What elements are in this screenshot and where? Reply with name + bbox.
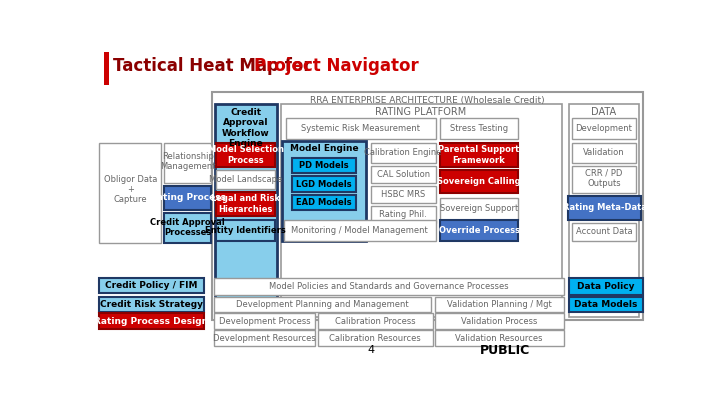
Bar — [318, 313, 433, 329]
Bar — [292, 158, 356, 173]
Bar — [99, 296, 204, 312]
Bar — [318, 330, 433, 346]
Text: PD Models: PD Models — [300, 161, 349, 170]
Text: Credit
Approval
Workflow
Engine: Credit Approval Workflow Engine — [222, 108, 270, 148]
Bar — [292, 177, 356, 192]
Text: DATA: DATA — [591, 107, 616, 117]
Bar — [214, 296, 431, 312]
Text: RATING PLATFORM: RATING PLATFORM — [375, 107, 467, 117]
Text: Account Data: Account Data — [575, 227, 632, 237]
Bar — [435, 330, 564, 346]
Text: Model Engine: Model Engine — [289, 144, 359, 153]
Bar — [572, 166, 636, 193]
Bar — [284, 220, 436, 241]
Text: PUBLIC: PUBLIC — [480, 344, 530, 357]
Text: Model Selection
Process: Model Selection Process — [208, 145, 284, 164]
Text: CRR / PD
Outputs: CRR / PD Outputs — [585, 168, 623, 188]
Bar — [435, 296, 564, 312]
Bar — [441, 170, 518, 193]
Bar — [572, 223, 636, 241]
Text: Relationship
Management: Relationship Management — [160, 152, 215, 171]
Text: Override Process: Override Process — [438, 226, 520, 235]
Bar — [572, 118, 636, 139]
Text: RRA ENTERPRISE ARCHITECTURE (Wholesale Credit): RRA ENTERPRISE ARCHITECTURE (Wholesale C… — [310, 96, 544, 104]
Bar — [281, 104, 562, 317]
Bar — [99, 313, 204, 329]
Text: Parental Support
Framework: Parental Support Framework — [438, 145, 520, 164]
Bar — [569, 278, 642, 295]
Text: Rating Phil.: Rating Phil. — [379, 210, 427, 219]
Text: Credit Policy / FIM: Credit Policy / FIM — [105, 281, 197, 290]
Bar — [371, 185, 436, 202]
Text: LGD Models: LGD Models — [296, 180, 352, 189]
Bar — [569, 296, 642, 312]
Text: Systemic Risk Measurement: Systemic Risk Measurement — [301, 124, 420, 133]
Text: Rating Process: Rating Process — [150, 194, 225, 202]
Bar — [286, 118, 436, 139]
Text: Entity Identifiers: Entity Identifiers — [205, 226, 286, 235]
Text: Data Policy: Data Policy — [577, 282, 634, 291]
Text: Credit Approval
Processes: Credit Approval Processes — [150, 217, 225, 237]
Bar — [441, 143, 518, 167]
Text: Calibration Engine: Calibration Engine — [364, 148, 442, 157]
Text: Validation Process: Validation Process — [461, 317, 537, 326]
Bar — [164, 185, 211, 210]
Text: Legal and Risk
Hierarchies: Legal and Risk Hierarchies — [211, 194, 280, 214]
Text: Model Landscape: Model Landscape — [209, 175, 282, 184]
Bar — [215, 104, 276, 317]
Text: Data Models: Data Models — [574, 300, 637, 309]
Bar — [164, 213, 211, 243]
Text: Sovereign Support: Sovereign Support — [440, 204, 518, 213]
Text: Validation Resources: Validation Resources — [456, 334, 543, 343]
Text: 4: 4 — [367, 345, 374, 356]
Text: Model Policies and Standards and Governance Processes: Model Policies and Standards and Governa… — [269, 282, 509, 291]
Text: Development Resources: Development Resources — [213, 334, 316, 343]
Bar — [216, 192, 275, 216]
Text: Calibration Process: Calibration Process — [335, 317, 415, 326]
Bar — [282, 141, 366, 241]
Text: EAD Models: EAD Models — [296, 198, 352, 207]
Text: HSBC MRS: HSBC MRS — [381, 190, 426, 198]
Text: Development: Development — [575, 124, 632, 133]
Bar — [212, 92, 642, 320]
Text: Tactical Heat Map for: Tactical Heat Map for — [113, 57, 318, 75]
Text: Credit Risk Strategy: Credit Risk Strategy — [100, 300, 203, 309]
Text: CAL Solution: CAL Solution — [377, 170, 430, 179]
Bar — [441, 118, 518, 139]
Text: Stress Testing: Stress Testing — [450, 124, 508, 133]
Bar — [216, 170, 275, 189]
Bar — [371, 143, 436, 162]
Bar — [568, 196, 641, 220]
Bar — [216, 143, 275, 167]
Bar — [371, 206, 436, 223]
Bar — [214, 330, 315, 346]
Text: Development Planning and Management: Development Planning and Management — [236, 300, 409, 309]
Text: Validation Planning / Mgt: Validation Planning / Mgt — [447, 300, 552, 309]
Bar — [569, 104, 639, 317]
Text: Rating Meta-Data: Rating Meta-Data — [562, 203, 647, 213]
Text: Validation: Validation — [583, 148, 625, 157]
Text: Monitoring / Model Management: Monitoring / Model Management — [292, 226, 428, 235]
Text: Project Navigator: Project Navigator — [253, 57, 418, 75]
Bar — [292, 195, 356, 210]
Bar — [214, 313, 315, 329]
Bar — [164, 143, 211, 183]
Text: Sovereign Calling: Sovereign Calling — [437, 177, 521, 186]
Bar — [216, 220, 275, 241]
Bar — [572, 143, 636, 162]
Text: Rating Process Design: Rating Process Design — [94, 317, 208, 326]
Text: Obligor Data
+
Capture: Obligor Data + Capture — [104, 175, 157, 205]
Bar — [104, 53, 109, 85]
Bar — [441, 220, 518, 241]
Text: Development Process: Development Process — [219, 317, 310, 326]
Text: Calibration Resources: Calibration Resources — [329, 334, 421, 343]
Bar — [99, 143, 161, 243]
Bar — [99, 278, 204, 294]
Bar — [371, 166, 436, 183]
Bar — [435, 313, 564, 329]
Bar — [214, 278, 564, 295]
Bar — [441, 198, 518, 220]
